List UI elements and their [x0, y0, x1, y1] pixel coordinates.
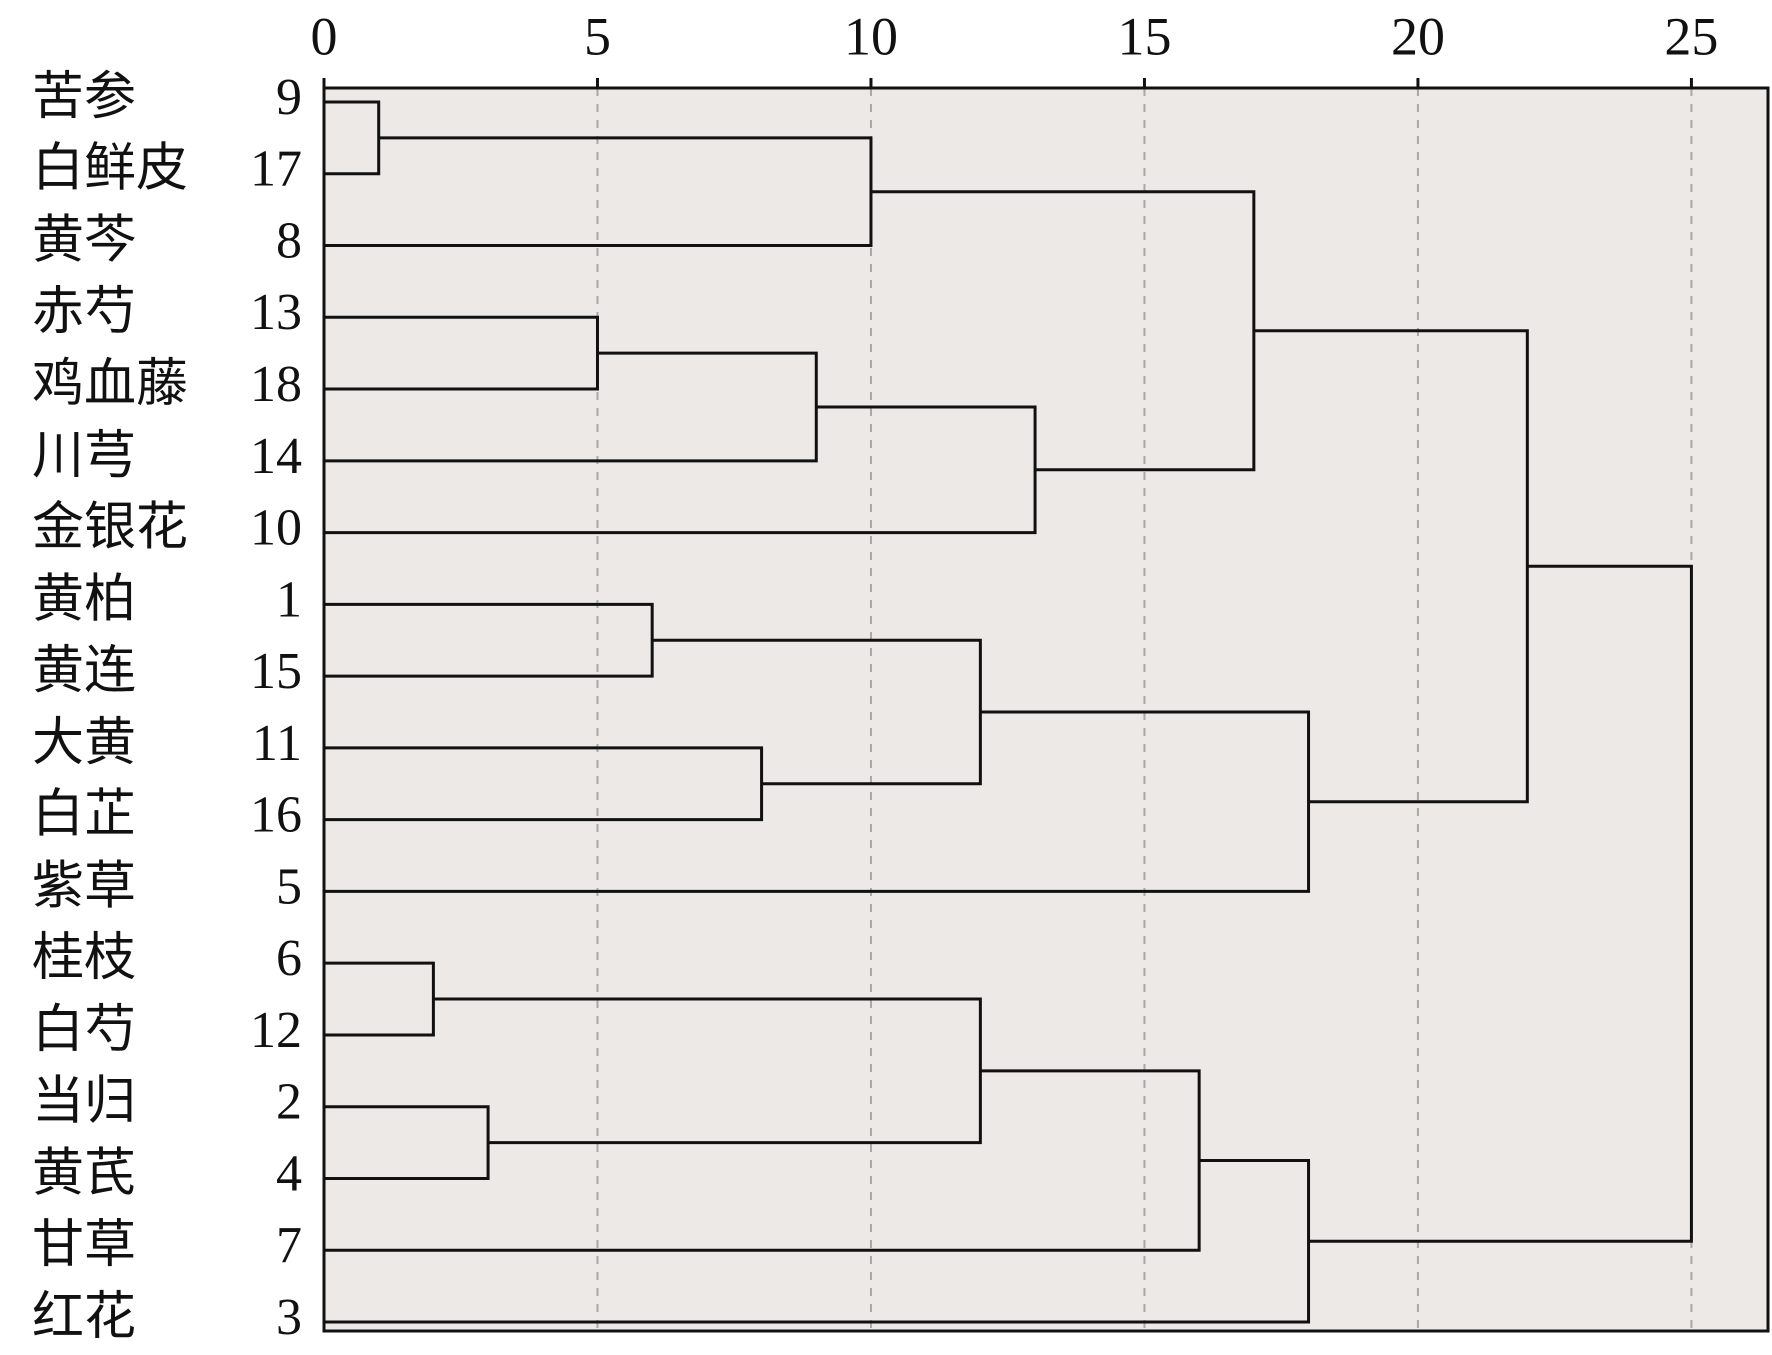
leaf-name: 黄柏: [32, 571, 136, 628]
leaf-id: 3: [276, 1289, 302, 1346]
dendrogram-link: [1253, 329, 1529, 804]
dendrogram-link: [324, 1069, 1201, 1252]
leaf-name: 红花: [32, 1289, 136, 1346]
leaf-name: 大黄: [32, 715, 136, 772]
leaf-id: 16: [250, 787, 302, 844]
leaf-name: 鸡血藤: [32, 356, 188, 413]
leaf-name: 川芎: [32, 428, 136, 485]
leaf-name: 当归: [32, 1074, 136, 1131]
leaf-id: 15: [250, 643, 302, 700]
x-tick-label: 15: [1117, 6, 1171, 66]
leaf-name: 紫草: [32, 858, 136, 915]
leaf-id: 4: [276, 1145, 302, 1202]
leaf-id: 9: [276, 69, 302, 126]
x-tick-label: 20: [1391, 6, 1445, 66]
leaf-name: 黄芩: [32, 212, 136, 269]
leaf-name: 甘草: [32, 1217, 136, 1274]
plot-background: [324, 88, 1768, 1331]
leaf-id: 10: [250, 500, 302, 557]
leaf-id: 13: [250, 284, 302, 341]
leaf-id: 5: [276, 858, 302, 915]
dendrogram-link: [324, 405, 1037, 535]
x-tick-label: 5: [584, 6, 611, 66]
leaf-id: 18: [250, 356, 302, 413]
x-tick-label: 10: [844, 6, 898, 66]
leaf-id: 2: [276, 1074, 302, 1131]
leaf-id: 8: [276, 212, 302, 269]
leaf-name: 金银花: [32, 500, 188, 557]
dendrogram-link: [1308, 564, 1693, 1243]
x-tick-label: 0: [311, 6, 338, 66]
plot-frame: [322, 86, 1770, 1333]
leaf-name: 黄芪: [32, 1145, 136, 1202]
leaf-id: 7: [276, 1217, 302, 1274]
leaf-name: 白鲜皮: [32, 141, 188, 198]
leaf-name: 白芷: [32, 787, 136, 844]
leaf-id: 6: [276, 930, 302, 987]
leaf-id: 11: [252, 715, 302, 772]
leaf-name: 黄连: [32, 643, 136, 700]
leaf-name: 赤芍: [32, 284, 136, 341]
leaf-id: 1: [276, 571, 302, 628]
leaf-id: 14: [250, 428, 302, 485]
leaf-name: 白芍: [32, 1002, 136, 1059]
leaf-id: 17: [250, 141, 302, 198]
leaf-id: 12: [250, 1002, 302, 1059]
leaf-name: 苦参: [32, 69, 136, 126]
x-tick-label: 25: [1664, 6, 1718, 66]
leaf-name: 桂枝: [32, 930, 136, 987]
